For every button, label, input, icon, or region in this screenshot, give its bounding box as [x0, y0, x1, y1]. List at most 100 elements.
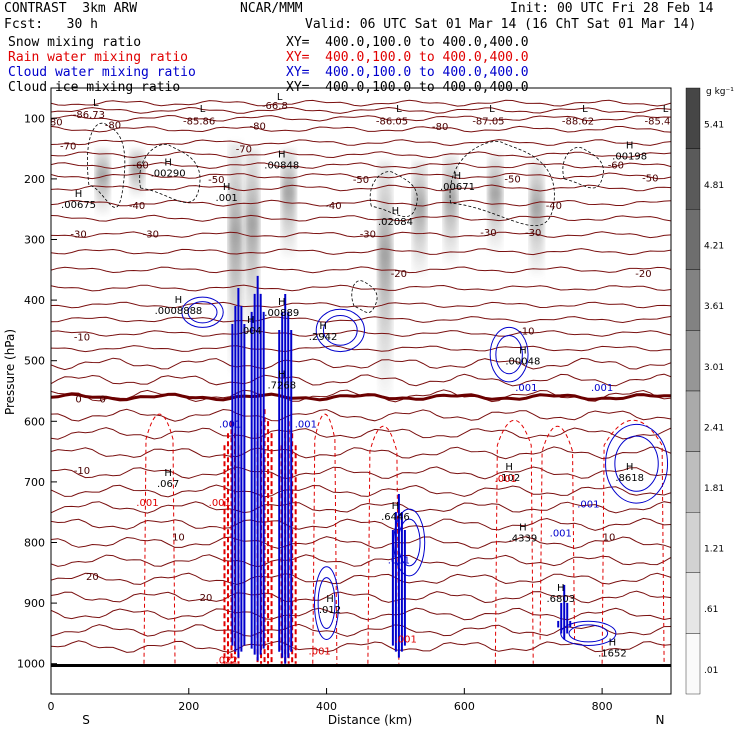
isotherm-label: -50 — [208, 175, 224, 186]
isotherm-label: -30 — [143, 229, 159, 240]
cloud-ice-contour — [449, 141, 555, 226]
extremum-label: H — [326, 594, 334, 605]
extremum-value: .4339 — [509, 533, 538, 544]
colorbar-unit: g kg⁻¹ — [706, 87, 734, 97]
contour-value-label: .001 — [219, 419, 241, 430]
isotherm-line — [51, 373, 671, 387]
extremum-value: .2942 — [309, 332, 338, 343]
extremum-label: H — [519, 522, 527, 533]
colorbar-swatch — [685, 87, 701, 149]
snow-streak — [95, 148, 110, 216]
cloud-water-contour — [315, 308, 365, 353]
extremum-label: H — [247, 315, 255, 326]
forecast-hour: Fcst: 30 h — [4, 17, 98, 32]
isotherm-label: -50 — [504, 174, 520, 185]
isotherm-label: -88.62 — [562, 117, 594, 128]
isotherm-line — [51, 125, 671, 133]
isotherm-line — [51, 554, 671, 568]
snow-streak — [488, 154, 503, 252]
endpoint-south: S — [82, 713, 90, 727]
extremum-value: .012 — [319, 605, 341, 616]
legend-snow-label: Snow mixing ratio — [8, 35, 142, 50]
plot-frame — [50, 87, 672, 695]
extremum-label: L — [277, 92, 283, 103]
isotherm-label: -70 — [60, 142, 76, 153]
isotherm-line — [51, 172, 671, 180]
y-tick-label: 100 — [24, 112, 45, 125]
cloud-ice-contour — [351, 280, 378, 313]
cloud-water-contour — [181, 296, 224, 328]
cloud-water-contour — [314, 566, 340, 640]
x-tick-label: 0 — [48, 700, 55, 713]
center-name: NCAR/MMM — [240, 1, 303, 16]
extremum-label: L — [582, 104, 588, 115]
x-tick-label: 200 — [178, 700, 199, 713]
colorbar-swatch — [685, 572, 701, 634]
isotherm-line — [51, 640, 671, 653]
isotherm-line — [51, 284, 671, 292]
extremum-label: H — [626, 462, 634, 473]
isotherm-label: -50 — [642, 174, 658, 185]
cloud-ice-contour — [87, 122, 126, 208]
snow-streak — [130, 148, 145, 198]
rain-contour — [312, 413, 338, 664]
isotherm-label: -80 — [249, 122, 265, 133]
cloud-water-contour — [605, 423, 669, 504]
colorbar-swatch — [685, 512, 701, 574]
extremum-value: .00848 — [264, 161, 299, 172]
colorbar-level-label: 4.81 — [704, 181, 724, 191]
legend-cloud-water-label: Cloud water mixing ratio — [8, 65, 196, 80]
extremum-label: H — [454, 171, 462, 182]
extremum-value: .001 — [216, 193, 238, 204]
colorbar-swatch — [685, 148, 701, 210]
isotherm-label: -86.73 — [73, 110, 105, 121]
isotherm-label: -20 — [635, 269, 651, 280]
contour-value-label: .001 — [136, 498, 158, 509]
legend-rain-xy: XY= 400.0,100.0 to 400.0,400.0 — [286, 50, 529, 65]
isotherm-line — [51, 266, 671, 274]
isotherm-label: 0 — [99, 394, 105, 405]
isotherm-label: -60 — [608, 160, 624, 171]
contour-value-label: .001 — [495, 474, 517, 485]
colorbar-swatch — [685, 633, 701, 695]
extremum-label: H — [175, 295, 183, 306]
contour-value-label: .001 — [395, 634, 417, 645]
contour-value-label: .001 — [309, 647, 331, 658]
y-tick-label: 200 — [24, 173, 45, 186]
isotherm-label: -80 — [46, 117, 62, 128]
y-tick-label: 600 — [24, 415, 45, 428]
extremum-value: .6803 — [546, 594, 575, 605]
model-title: CONTRAST 3km ARW — [4, 1, 138, 16]
rain-contour — [143, 413, 176, 664]
isotherm-line — [51, 572, 671, 585]
extremum-label: H — [505, 462, 513, 473]
extremum-value: .7268 — [267, 381, 296, 392]
cloud-water-contour — [317, 577, 336, 630]
isotherm-label: -85.42 — [645, 117, 677, 128]
isotherm-label: -80 — [105, 120, 121, 131]
isotherm-line — [51, 446, 671, 460]
isotherm-label: -10 — [74, 466, 90, 477]
isotherm-line — [51, 162, 671, 170]
colorbar-swatch — [685, 208, 701, 270]
colorbar-swatch — [685, 269, 701, 331]
contour-value-label: .001 — [577, 499, 599, 510]
isotherm-label: -86.05 — [376, 117, 408, 128]
contour-value-label: .022 — [216, 656, 238, 667]
isotherm-label: -40 — [129, 201, 145, 212]
isotherm-label: -30 — [525, 228, 541, 239]
colorbar-swatch — [685, 451, 701, 513]
isotherm-line — [51, 484, 671, 498]
extremum-label: L — [200, 104, 206, 115]
extremum-label: H — [278, 297, 286, 308]
extremum-label: L — [396, 104, 402, 115]
extremum-value: .8618 — [615, 473, 644, 484]
contour-value-label: .001 — [295, 419, 317, 430]
snow-streak — [529, 160, 544, 276]
extremum-label: H — [557, 583, 565, 594]
extremum-value: .102 — [498, 473, 520, 484]
legend-snow-xy: XY= 400.0,100.0 to 400.0,400.0 — [286, 35, 529, 50]
cloud-water-contour — [322, 315, 358, 346]
isotherm-line — [51, 517, 671, 531]
